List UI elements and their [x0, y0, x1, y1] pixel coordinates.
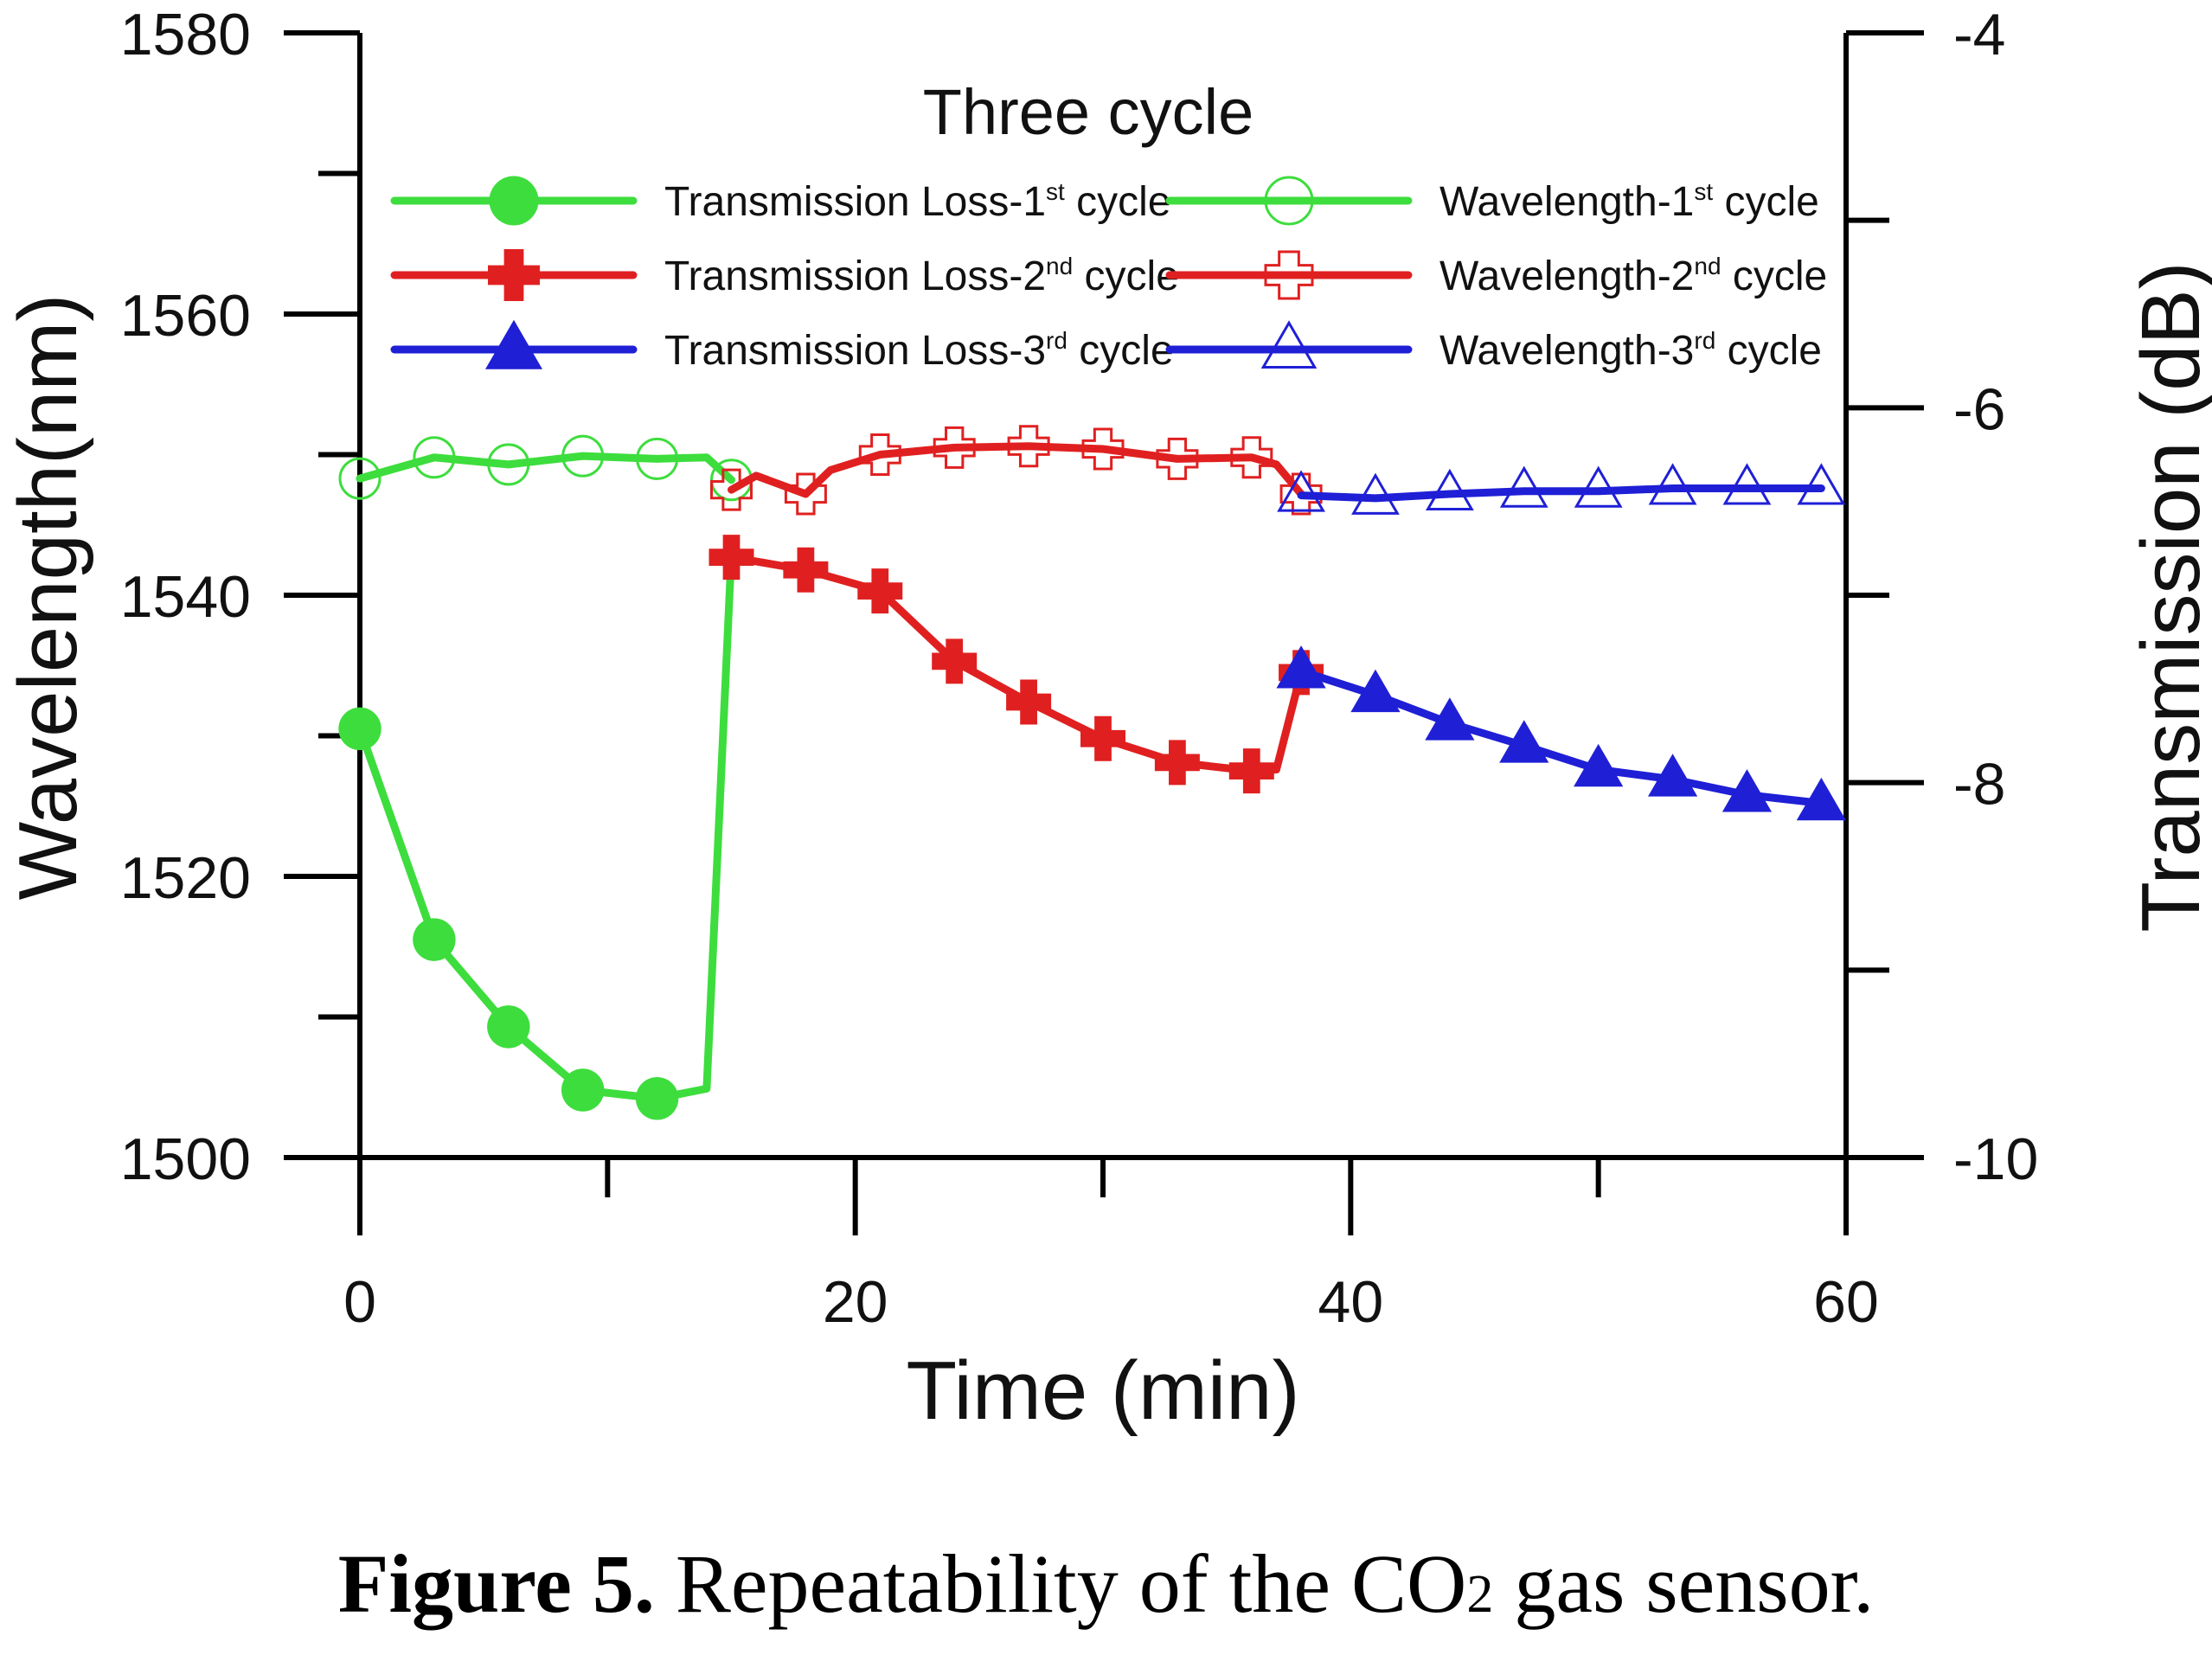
axis-ticks: 1500 1520 1540 1560 1580 -10 -8 -6 -4 0 20 40 60 [120, 2, 2039, 1335]
legend-label: Wavelength-2nd cycle [1439, 253, 1827, 299]
data-point [1499, 465, 1548, 508]
data-point [1647, 754, 1698, 797]
data-point [1006, 679, 1052, 725]
series-group [338, 425, 1846, 1120]
data-point [1154, 740, 1200, 786]
data-point [338, 457, 381, 500]
y-left-tick-label: 1520 [120, 845, 251, 911]
legend-marker [489, 176, 539, 226]
data-point [1081, 427, 1125, 471]
data-point [932, 638, 978, 684]
series-line [1297, 484, 1825, 503]
series-5 [710, 425, 1323, 516]
legend-item-6: Wavelength-3rd cycle [1165, 320, 1822, 374]
data-point [1425, 468, 1474, 510]
series-2 [708, 535, 1324, 794]
data-point [1007, 425, 1050, 468]
y-left-tick-label: 1560 [120, 283, 251, 349]
legend-item-3: Transmission Loss-3rd cycle [390, 319, 1174, 374]
y-left-tick-label: 1540 [120, 564, 251, 630]
caption-subscript: 2 [1466, 1565, 1494, 1624]
data-point [1797, 463, 1846, 505]
data-point [1648, 463, 1697, 505]
legend-marker [488, 249, 540, 301]
data-point [1499, 720, 1549, 763]
data-point [1228, 748, 1274, 794]
legend-marker [1264, 250, 1314, 300]
data-point [561, 434, 605, 478]
x-axis-label: Time (min) [906, 1344, 1299, 1437]
legend-item-1: Transmission Loss-1st cycle [390, 176, 1171, 226]
y-left-tick-label: 1500 [120, 1126, 251, 1192]
legend-marker [485, 319, 542, 369]
data-point [1574, 465, 1623, 508]
chart-title: Three cycle [923, 76, 1253, 148]
legend-marker [1260, 320, 1318, 369]
y-right-tick-label: -8 [1953, 752, 2005, 818]
series-line [356, 452, 735, 484]
x-tick-label: 40 [1318, 1269, 1384, 1335]
data-point [1722, 463, 1772, 505]
series-line [356, 548, 735, 1103]
data-point [708, 535, 754, 581]
data-point [1080, 715, 1125, 761]
data-point [1425, 697, 1475, 741]
data-point [784, 472, 827, 516]
data-point [1350, 669, 1401, 713]
x-tick-label: 20 [823, 1269, 888, 1335]
caption-text-before: Repeatability of the CO [654, 1537, 1467, 1630]
data-point [487, 443, 530, 486]
legend-label: Transmission Loss-3rd cycle [664, 327, 1174, 374]
legend-label: Wavelength-3rd cycle [1439, 327, 1822, 374]
y-right-tick-label: -4 [1953, 2, 2005, 67]
caption-label: Figure 5. [337, 1537, 655, 1630]
legend-item-2: Transmission Loss-2nd cycle [390, 249, 1179, 301]
series-line [728, 442, 1305, 498]
series-3 [1276, 645, 1846, 821]
data-point [413, 918, 456, 961]
data-point [561, 1068, 605, 1112]
legend-item-5: Wavelength-2nd cycle [1165, 250, 1827, 300]
data-point [857, 568, 903, 614]
data-point [1156, 437, 1199, 480]
y-right-tick-label: -6 [1953, 376, 2005, 442]
caption-text-after: gas sensor. [1493, 1537, 1875, 1630]
legend-item-4: Wavelength-1st cycle [1165, 176, 1819, 226]
y-axis-left-label: Wavelength(nm) [2, 294, 94, 901]
y-right-tick-label: -10 [1953, 1126, 2038, 1192]
series-4 [338, 434, 753, 502]
data-point [636, 437, 679, 480]
data-point [783, 547, 829, 593]
y-left-tick-label: 1580 [120, 2, 251, 67]
data-point [1276, 645, 1326, 689]
legend: Transmission Loss-1st cycle Transmission … [390, 176, 1827, 374]
data-point [1351, 472, 1400, 515]
series-6 [1277, 463, 1846, 515]
series-line [728, 553, 1305, 775]
data-point [338, 707, 381, 751]
legend-label: Transmission Loss-2nd cycle [664, 253, 1179, 299]
data-point [1722, 769, 1773, 812]
legend-marker [1264, 176, 1314, 226]
data-point [1796, 777, 1846, 821]
data-point [1574, 743, 1624, 787]
x-tick-label: 0 [343, 1269, 376, 1335]
data-point [635, 1077, 679, 1120]
legend-label: Transmission Loss-1st cycle [664, 178, 1171, 225]
data-point [1230, 436, 1273, 479]
data-point [858, 433, 901, 476]
data-point [487, 1005, 530, 1049]
data-point [413, 436, 456, 479]
x-tick-label: 60 [1813, 1269, 1879, 1335]
data-point [1277, 470, 1325, 512]
data-point [710, 468, 753, 511]
series-1 [338, 548, 735, 1120]
legend-label: Wavelength-1st cycle [1439, 178, 1819, 225]
figure-caption: Figure 5. Repeatability of the CO2 gas s… [0, 1536, 2212, 1632]
data-point [933, 426, 976, 469]
y-axis-right-label: Transmission (dB) [2125, 261, 2212, 932]
